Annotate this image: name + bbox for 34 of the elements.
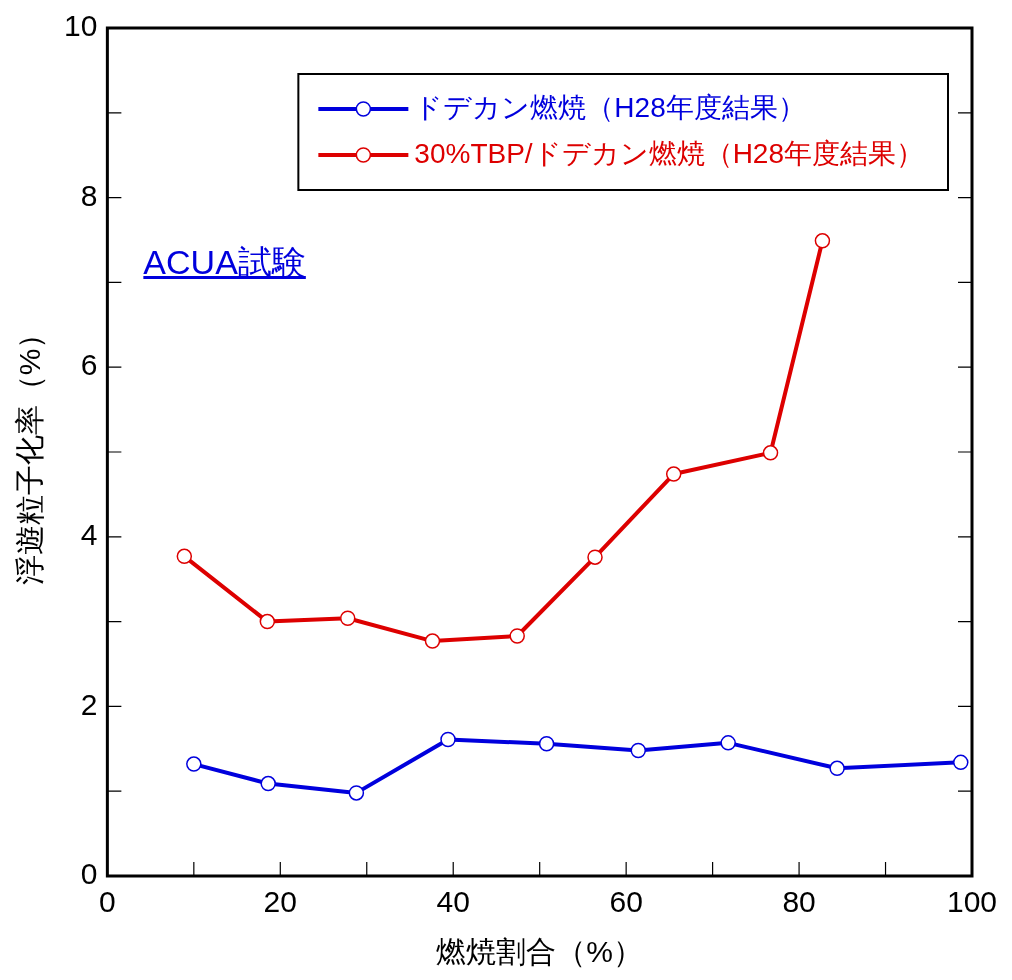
- point: [720, 735, 736, 751]
- y-tick-label: 6: [80, 348, 98, 382]
- x-tick-label: 40: [436, 885, 470, 919]
- point: [762, 445, 779, 461]
- point: [440, 731, 456, 748]
- x-tick-label: 60: [609, 885, 643, 919]
- point: [814, 233, 831, 249]
- legend-label: ドデカン燃焼（H28年度結果）: [414, 91, 806, 123]
- point: [538, 735, 555, 752]
- point: [176, 548, 193, 565]
- y-tick-label: 0: [80, 857, 98, 891]
- x-tick-label: 20: [263, 885, 297, 919]
- point: [829, 760, 845, 777]
- point: [260, 775, 276, 792]
- y-tick-label: 8: [80, 178, 98, 212]
- point: [509, 628, 525, 644]
- point: [665, 466, 682, 482]
- y-tick-label: 10: [63, 9, 98, 43]
- x-tick-label: 80: [782, 885, 816, 919]
- y-tick-label: 4: [80, 518, 98, 552]
- y-tick-label: 2: [80, 687, 98, 721]
- point: [630, 742, 646, 759]
- point: [953, 754, 969, 771]
- legend-label: 30%TBP/ドデカン燃焼（H28年度結果）: [414, 137, 924, 169]
- annotation: ACUA試験: [143, 242, 306, 283]
- point: [186, 756, 202, 772]
- x-axis-title: 燃焼割合（%）: [436, 935, 644, 969]
- point: [424, 633, 441, 649]
- x-tick-label: 100: [946, 885, 998, 919]
- y-axis-title: 浮遊粒子化率（%）: [13, 318, 47, 586]
- point: [259, 613, 276, 630]
- point: [339, 610, 356, 626]
- point: [587, 549, 603, 565]
- point: [348, 785, 365, 801]
